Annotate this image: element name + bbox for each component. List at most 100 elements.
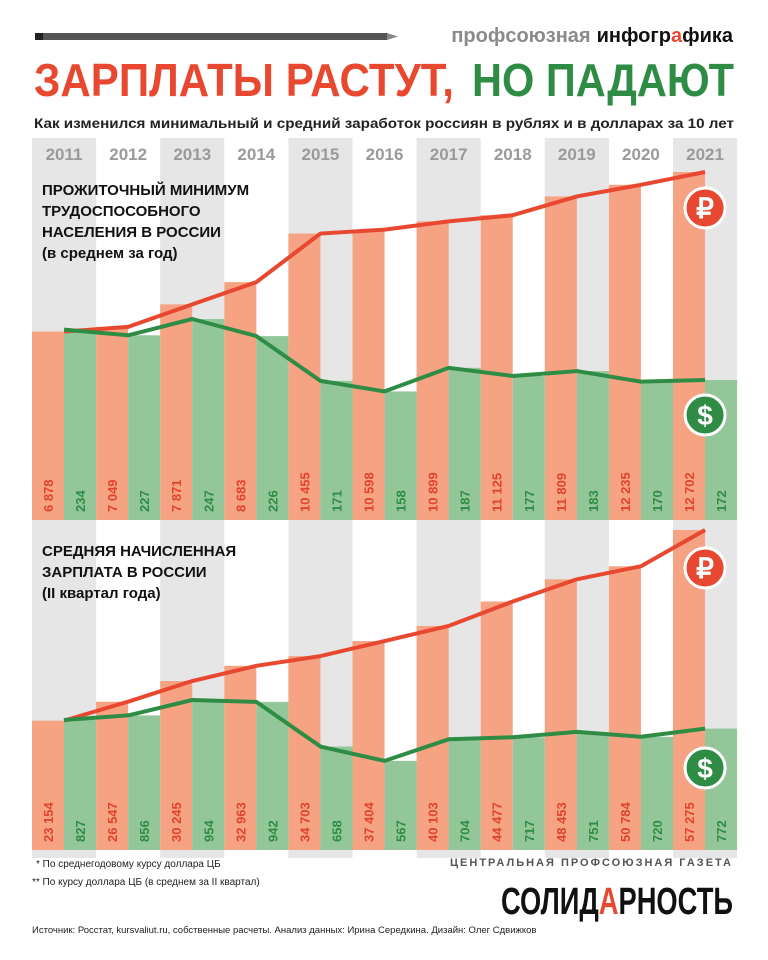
value-label: 50 784 [618,801,633,842]
bar [320,380,353,520]
bar [32,720,65,850]
value-label: 40 103 [426,802,441,842]
value-label: 942 [265,820,280,842]
bar [352,641,385,850]
value-label: 7 049 [105,479,120,512]
bar [480,601,513,850]
year-label: 2021 [686,145,724,164]
value-label: 11 125 [490,473,505,512]
chart-title: НАСЕЛЕНИЯ В РОССИИ [42,224,221,241]
bar [160,304,193,520]
bar [64,719,97,850]
currency-badge [683,546,727,590]
value-label: 772 [714,820,729,842]
year-label: 2018 [494,145,532,164]
line [63,170,706,334]
year-label: 2013 [173,145,211,164]
year-label: 2015 [302,145,340,164]
bar [673,172,706,520]
value-label: 720 [650,820,665,842]
line [63,317,706,394]
bar [192,700,225,850]
currency-symbol: $ [697,400,713,431]
bar [512,737,545,850]
footnote: * По среднегодовому курсу доллара ЦБ [36,859,221,870]
logo-accent: А [599,881,619,923]
bar [544,196,577,520]
newspaper-tagline: ЦЕНТРАЛЬНАЯ ПРОФСОЮЗНАЯ ГАЗЕТА [450,857,733,869]
value-label: 12 702 [682,472,697,512]
value-label: 170 [650,490,665,512]
value-label: 227 [137,490,152,512]
value-label: 6 878 [41,479,56,512]
bar [448,739,481,850]
line [63,528,707,723]
year-label: 2012 [109,145,147,164]
line [63,698,706,763]
bar [384,760,417,850]
logo-part: СОЛИД [501,881,599,923]
bar [512,375,545,520]
source: Источник: Росстат, kursvaliut.ru, собств… [32,925,536,936]
value-label: 11 809 [554,473,569,512]
value-label: 658 [329,820,344,842]
chart: 23 154 26 547 30 245 32 963 34 703 37 404 40 1… [32,528,738,850]
value-label: 187 [458,490,473,512]
title-green: НО ПАДАЮТ [472,54,734,106]
title-red: ЗАРПЛАТЫ РАСТУТ, [34,54,454,106]
bar [256,701,289,850]
value-label: 7 871 [169,479,184,512]
value-label: 10 455 [297,472,312,512]
value-label: 183 [586,490,601,512]
bar [448,367,481,520]
bar [480,215,513,520]
bar [128,335,161,520]
bar [576,371,609,520]
value-label: 8 683 [233,479,248,512]
bar [608,566,641,850]
chart-title: ЗАРПЛАТА В РОССИИ [42,564,207,581]
bar [256,336,289,520]
chart-title: ПРОЖИТОЧНЫЙ МИНИМУМ [42,181,249,199]
pencil [35,33,387,40]
bar [544,579,577,850]
value-label: 751 [586,820,601,842]
currency-badge [683,746,727,790]
value-label: 234 [73,490,88,512]
chart-title: (II квартал года) [42,585,161,602]
year-label: 2016 [366,145,404,164]
pencil-end [35,33,43,40]
value-label: 44 477 [490,802,505,842]
year-label: 2014 [237,145,275,164]
value-label: 717 [522,820,537,842]
currency-symbol: ₽ [696,553,714,584]
footnote: ** По курсу доллара ЦБ (в среднем за II … [32,877,260,888]
year-label: 2020 [622,145,660,164]
bar [224,665,257,850]
bar [352,229,385,520]
bar [224,282,257,520]
year-label: 2011 [46,145,83,164]
value-label: 30 245 [169,802,184,842]
chart-title: (в среднем за год) [42,245,178,262]
bar [96,701,129,850]
brand-bold: фика [682,25,734,47]
value-label: 158 [394,490,409,512]
bar [640,381,673,520]
bar [64,329,97,520]
currency-symbol: $ [697,753,713,784]
chart: 6 878 7 049 7 871 8 683 10 455 10 598 10 899 11… [32,170,738,520]
value-label: 26 547 [105,802,120,842]
value-label: 247 [201,490,216,512]
value-label: 226 [265,490,280,512]
bar [384,391,417,520]
year-label: 2017 [430,145,468,164]
value-label: 48 453 [554,802,569,842]
bar [192,319,225,520]
charts: 6 878 7 049 7 871 8 683 10 455 10 598 10 899 11… [32,170,738,850]
bar [576,731,609,850]
brand-light: профсоюзная [451,25,590,47]
value-label: 177 [522,490,537,512]
value-label: 856 [137,820,152,842]
